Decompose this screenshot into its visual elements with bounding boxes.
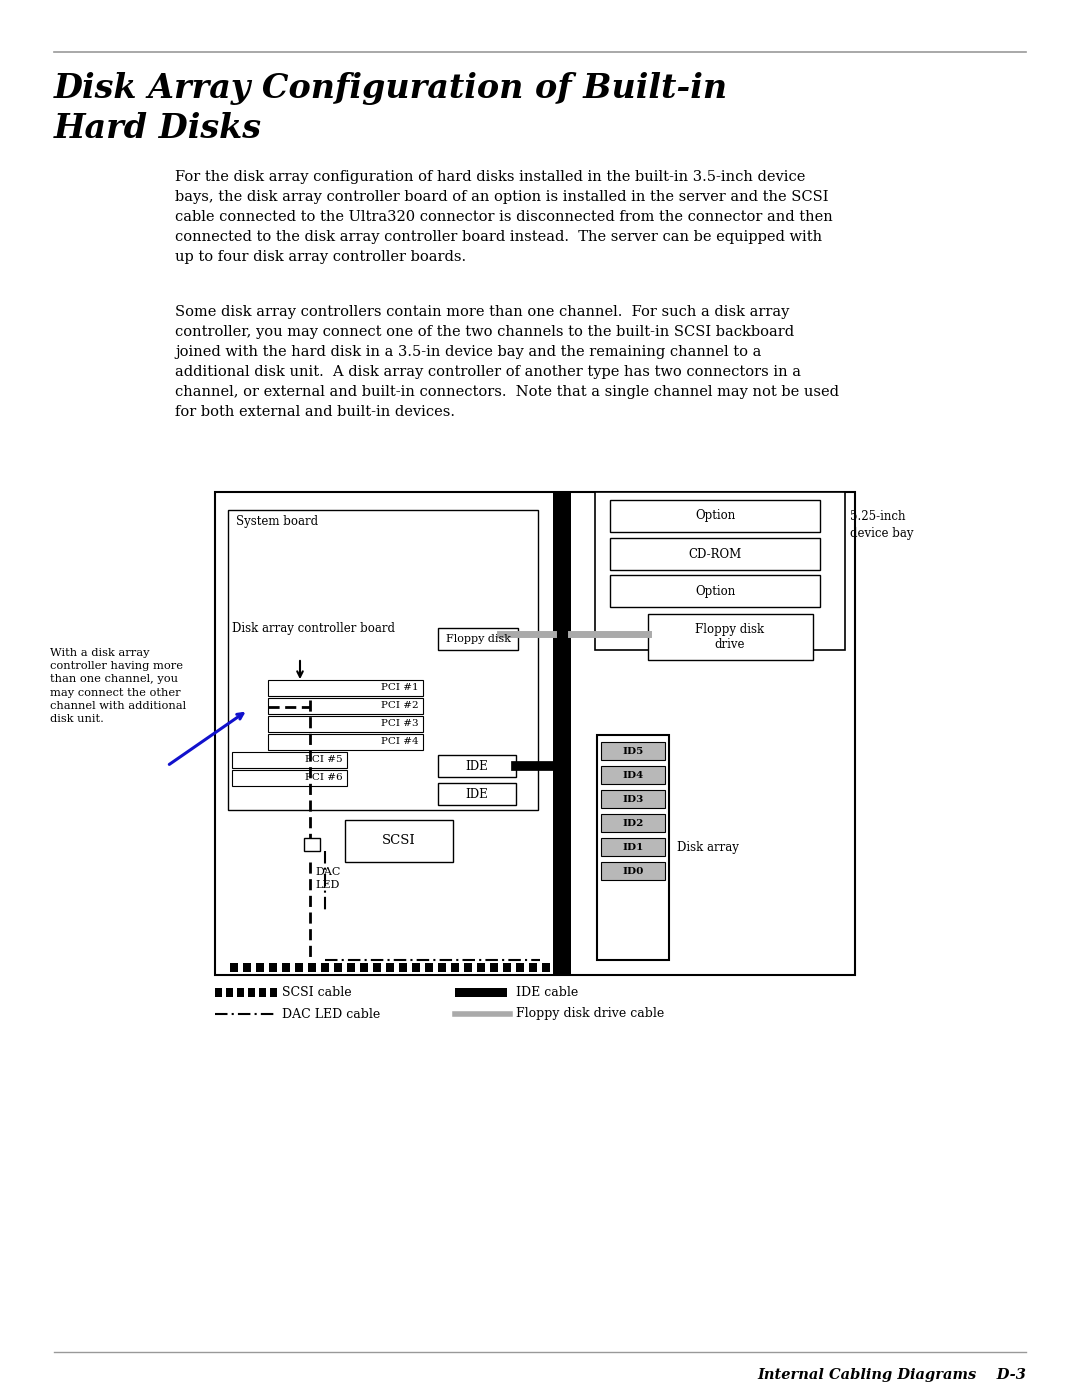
Text: Disk array controller board: Disk array controller board: [232, 622, 395, 636]
Bar: [600, 766, 665, 784]
Bar: [360, 963, 368, 972]
Bar: [230, 963, 238, 972]
Bar: [553, 492, 571, 975]
Text: PCI #6: PCI #6: [306, 774, 343, 782]
Bar: [451, 963, 459, 972]
Bar: [308, 963, 316, 972]
Bar: [516, 963, 524, 972]
Text: ID2: ID2: [622, 819, 644, 827]
Text: ID1: ID1: [622, 842, 644, 852]
Bar: [490, 963, 498, 972]
Text: ID5: ID5: [622, 746, 644, 756]
Text: Some disk array controllers contain more than one channel.  For such a disk arra: Some disk array controllers contain more…: [175, 305, 839, 419]
Bar: [386, 963, 394, 972]
Text: IDE cable: IDE cable: [516, 985, 578, 999]
Text: 5.25-inch
device bay: 5.25-inch device bay: [850, 510, 914, 541]
Bar: [347, 963, 355, 972]
Bar: [268, 698, 423, 714]
Bar: [232, 752, 347, 768]
Text: IDE: IDE: [465, 788, 488, 800]
Bar: [438, 782, 516, 805]
Text: SCSI cable: SCSI cable: [282, 985, 352, 999]
Text: PCI #4: PCI #4: [381, 738, 419, 746]
Text: PCI #2: PCI #2: [381, 701, 419, 711]
Bar: [464, 963, 472, 972]
Bar: [610, 538, 820, 570]
Bar: [529, 963, 537, 972]
Text: Internal Cabling Diagrams    D-3: Internal Cabling Diagrams D-3: [757, 1368, 1026, 1382]
Text: Disk array: Disk array: [677, 841, 739, 854]
Bar: [303, 838, 320, 851]
Text: IDE: IDE: [465, 760, 488, 773]
Bar: [503, 963, 511, 972]
Text: For the disk array configuration of hard disks installed in the built-in 3.5-inc: For the disk array configuration of hard…: [175, 170, 833, 264]
Text: Floppy disk: Floppy disk: [446, 634, 511, 644]
Bar: [610, 576, 820, 608]
Bar: [237, 988, 244, 997]
Bar: [597, 735, 669, 960]
Text: DAC: DAC: [315, 868, 340, 877]
Bar: [399, 963, 407, 972]
Bar: [438, 629, 518, 650]
Text: Floppy disk
drive: Floppy disk drive: [696, 623, 765, 651]
Bar: [600, 814, 665, 833]
Text: PCI #3: PCI #3: [381, 719, 419, 728]
Bar: [610, 500, 820, 532]
Bar: [232, 770, 347, 787]
Text: Option: Option: [694, 584, 735, 598]
Text: DAC LED cable: DAC LED cable: [282, 1007, 380, 1020]
Bar: [438, 963, 446, 972]
Text: System board: System board: [237, 515, 319, 528]
Bar: [248, 988, 255, 997]
Text: Hard Disks: Hard Disks: [54, 112, 262, 145]
Bar: [438, 754, 516, 777]
Text: ID3: ID3: [622, 795, 644, 803]
Bar: [595, 492, 845, 650]
Text: ID4: ID4: [622, 771, 644, 780]
Bar: [243, 963, 251, 972]
Bar: [228, 510, 538, 810]
Bar: [600, 862, 665, 880]
Bar: [345, 820, 453, 862]
Bar: [477, 963, 485, 972]
Bar: [600, 838, 665, 856]
Bar: [455, 988, 507, 997]
Bar: [334, 963, 342, 972]
Bar: [256, 963, 264, 972]
Bar: [321, 963, 329, 972]
Bar: [426, 963, 433, 972]
Text: With a disk array
controller having more
than one channel, you
may connect the o: With a disk array controller having more…: [50, 648, 186, 724]
Text: SCSI: SCSI: [382, 834, 416, 848]
Bar: [215, 492, 855, 975]
Text: Disk Array Configuration of Built-in: Disk Array Configuration of Built-in: [54, 73, 728, 105]
Bar: [268, 717, 423, 732]
Bar: [215, 988, 222, 997]
Bar: [542, 963, 550, 972]
Bar: [411, 963, 420, 972]
Text: ID0: ID0: [622, 866, 644, 876]
Bar: [226, 988, 233, 997]
Text: PCI #1: PCI #1: [381, 683, 419, 693]
Bar: [268, 680, 423, 696]
Bar: [268, 733, 423, 750]
Bar: [270, 988, 276, 997]
Bar: [648, 615, 813, 659]
Text: CD-ROM: CD-ROM: [688, 548, 742, 560]
Text: Floppy disk drive cable: Floppy disk drive cable: [516, 1007, 664, 1020]
Text: PCI #5: PCI #5: [306, 756, 343, 764]
Bar: [373, 963, 381, 972]
Bar: [282, 963, 291, 972]
Text: LED: LED: [315, 880, 339, 890]
Bar: [600, 789, 665, 807]
Bar: [269, 963, 276, 972]
Text: Option: Option: [694, 510, 735, 522]
Bar: [259, 988, 266, 997]
Bar: [295, 963, 303, 972]
Bar: [600, 742, 665, 760]
